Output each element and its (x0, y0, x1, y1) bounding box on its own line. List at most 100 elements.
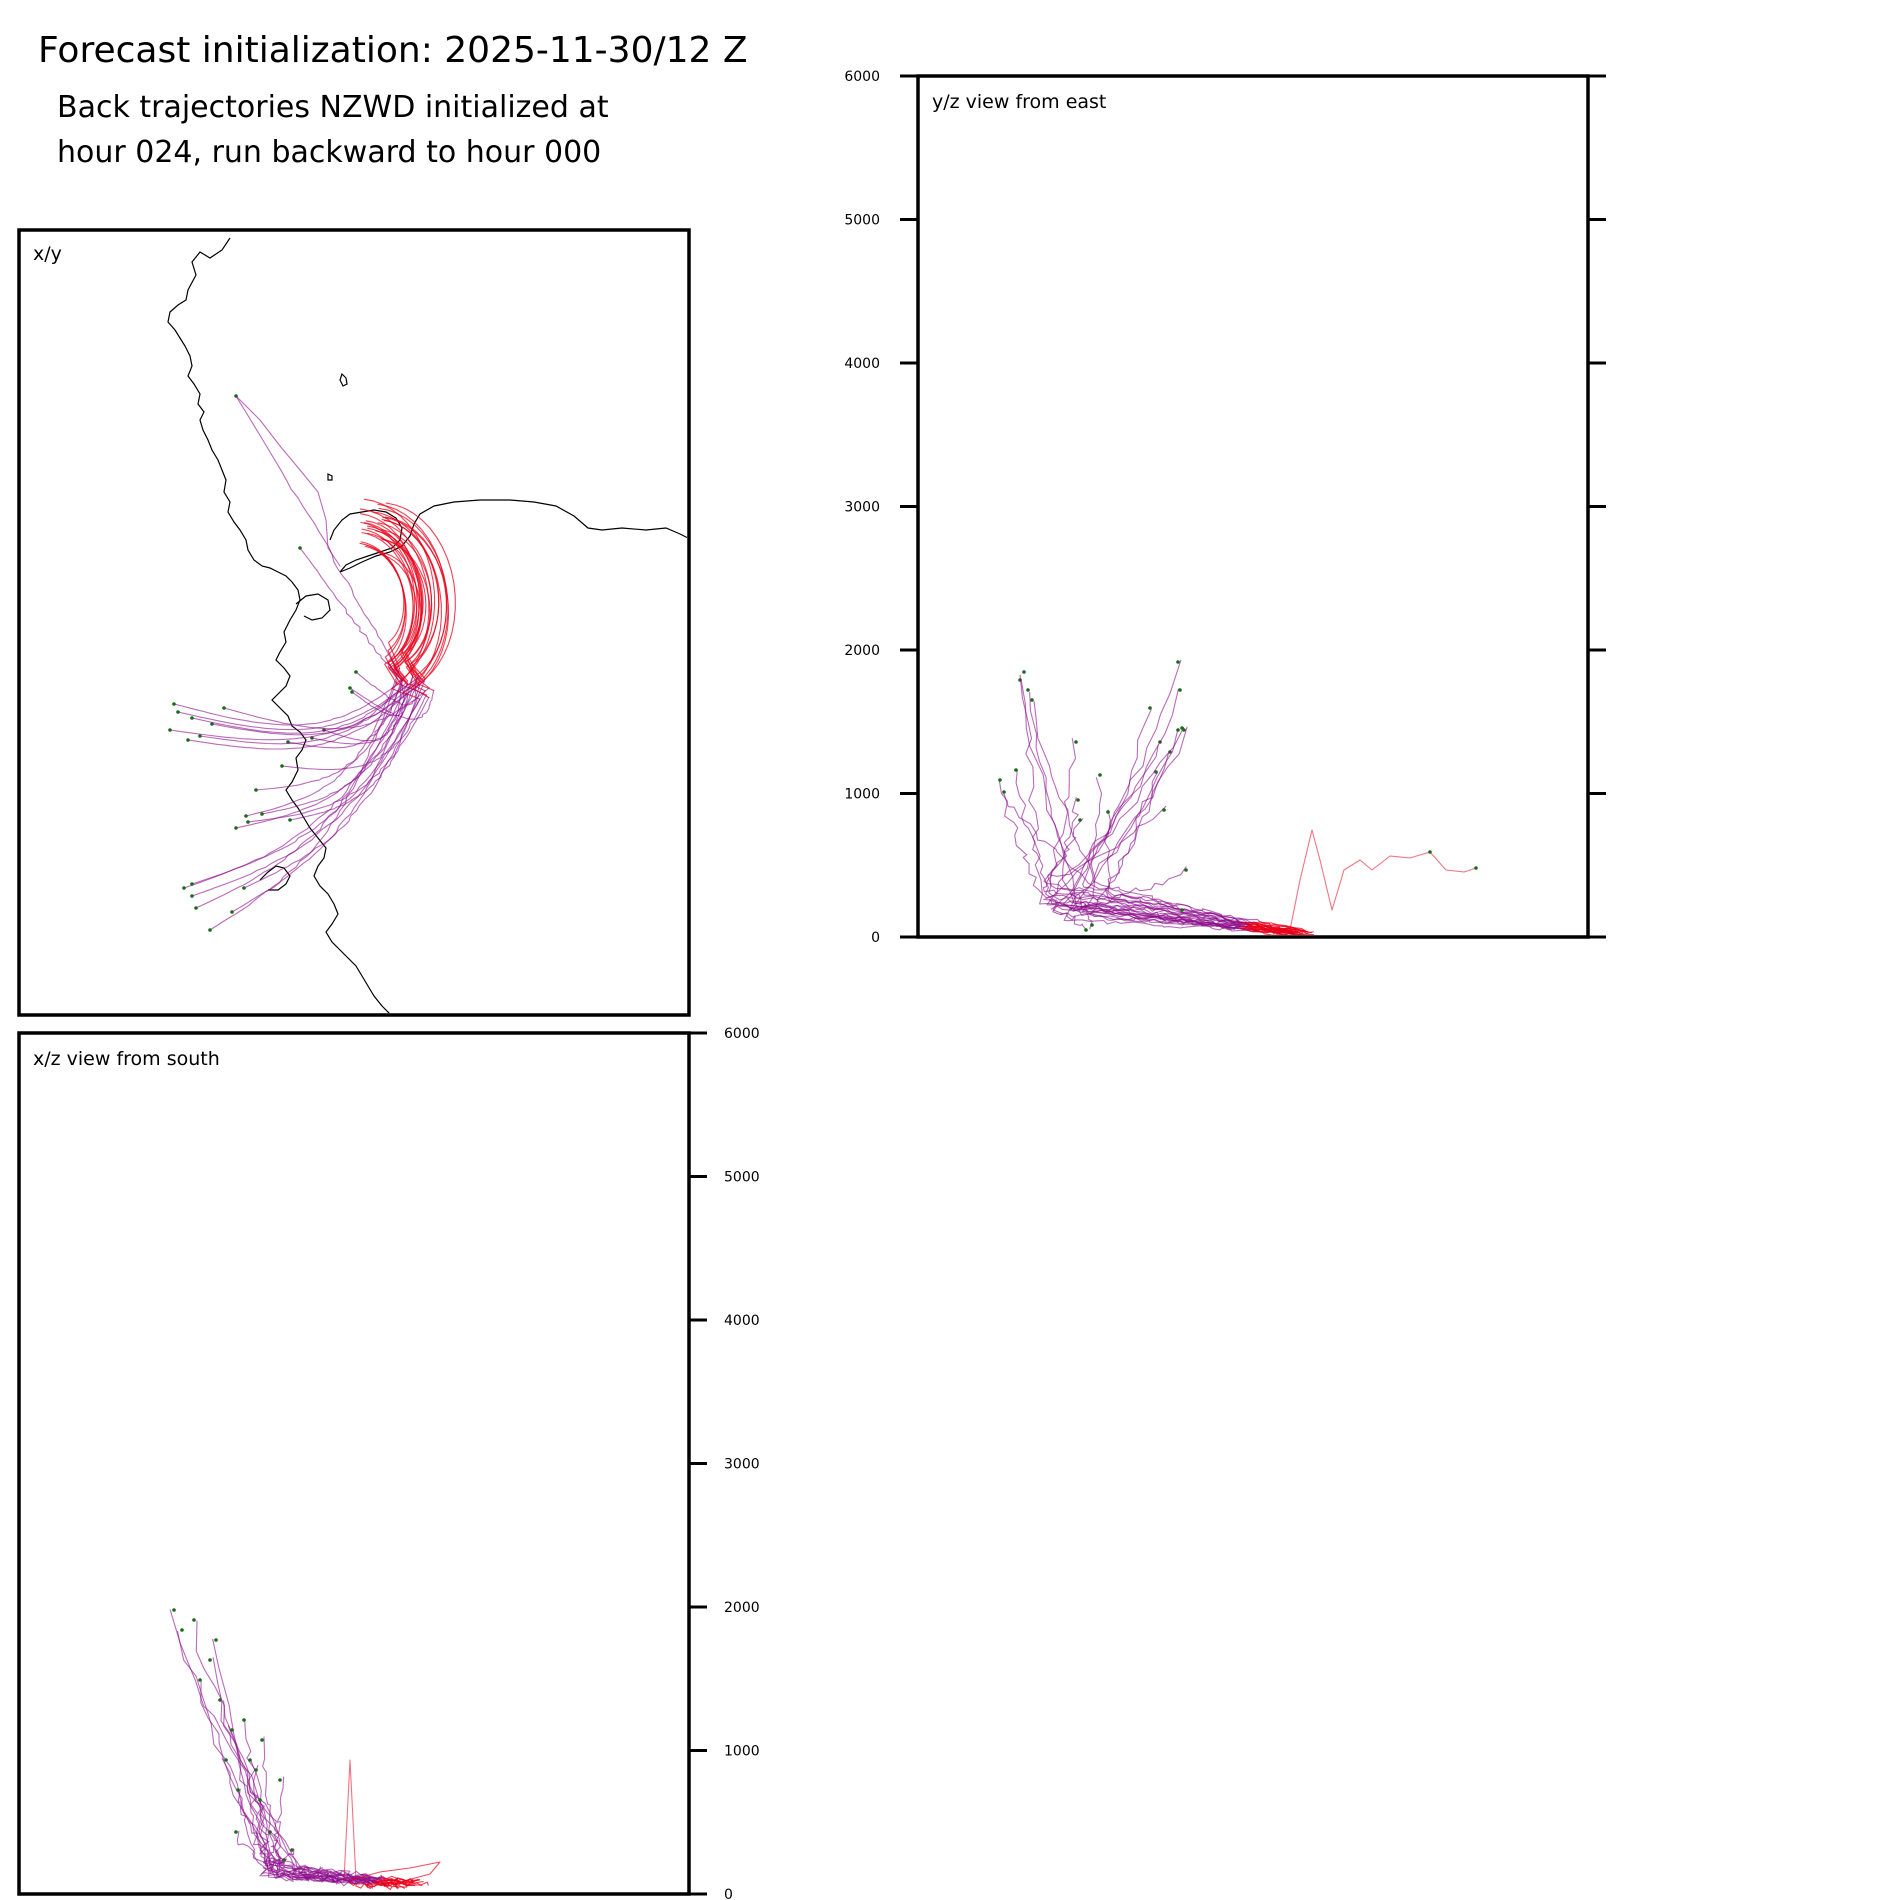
start-marker (248, 1758, 252, 1762)
start-marker (246, 820, 250, 824)
panel-xz-label: x/z view from south (33, 1048, 220, 1070)
ytick-label: 3000 (724, 1457, 760, 1473)
xz-axis: 0 1000 2000 3000 4000 5000 6000 (689, 1026, 760, 1900)
start-marker (258, 1798, 262, 1802)
start-marker (1106, 810, 1110, 814)
start-marker (180, 1628, 184, 1632)
trajectory-recent (385, 502, 456, 691)
start-marker (1026, 688, 1030, 692)
start-marker (254, 788, 258, 792)
trajectory (199, 680, 409, 745)
ytick-label: 6000 (844, 69, 880, 85)
trajectory-recent (359, 513, 421, 682)
start-marker (298, 546, 302, 550)
start-marker (176, 710, 180, 714)
figure-title: Forecast initialization: 2025-11-30/12 Z (38, 30, 748, 71)
start-marker (172, 702, 176, 706)
start-marker (1002, 790, 1006, 794)
ytick-label: 1000 (724, 1744, 760, 1760)
start-marker (1098, 773, 1102, 777)
start-marker (350, 690, 354, 694)
start-marker (208, 1658, 212, 1662)
trajectory (261, 674, 419, 815)
ytick-label: 2000 (844, 643, 880, 659)
ytick-label: 4000 (844, 356, 880, 372)
start-marker (1176, 660, 1180, 664)
start-marker (242, 1718, 246, 1722)
start-marker (1428, 850, 1432, 854)
trajectory (349, 687, 435, 720)
panel-xz-frame (17, 1031, 691, 1896)
start-marker (290, 1848, 294, 1852)
coastline-south-spit (259, 865, 291, 891)
panel-xy: x/y (17, 228, 691, 1017)
trajectory (1070, 892, 1253, 930)
start-marker (168, 728, 172, 732)
start-marker (244, 814, 248, 818)
figure-titles: Forecast initialization: 2025-11-30/12 Z… (0, 0, 800, 200)
trajectory (355, 671, 417, 706)
trajectory (223, 687, 430, 730)
ytick-label: 5000 (724, 1170, 760, 1186)
start-marker (286, 740, 290, 744)
trajectory-recent (384, 516, 447, 689)
figure-subtitle-line2: hour 024, run backward to hour 000 (57, 135, 602, 170)
start-marker (1182, 728, 1186, 732)
ytick-label: 0 (871, 930, 880, 946)
start-marker (260, 1738, 264, 1742)
start-marker (1176, 728, 1180, 732)
ytick-label: 6000 (724, 1026, 760, 1042)
coastline-bay (295, 593, 331, 621)
panel-yz-label: y/z view from east (932, 91, 1106, 113)
trajectory-recent (1244, 925, 1301, 934)
start-marker (190, 894, 194, 898)
start-marker (208, 928, 212, 932)
start-marker (1076, 798, 1080, 802)
trajectory (262, 1736, 383, 1882)
xy-trajectories (168, 394, 456, 932)
start-marker (1074, 740, 1078, 744)
yz-axis: 0 1000 2000 3000 4000 5000 6000 (844, 69, 1606, 946)
start-marker (224, 1758, 228, 1762)
panel-xy-frame (17, 228, 691, 1017)
start-marker (242, 886, 246, 890)
trajectory (1063, 726, 1251, 932)
trajectory (235, 395, 341, 567)
start-marker (192, 1618, 196, 1622)
trajectory-recent (363, 1882, 393, 1891)
coastline (167, 237, 687, 1013)
trajectory (191, 683, 410, 734)
trajectory-recent (364, 545, 406, 676)
start-marker (230, 1728, 234, 1732)
trajectory-recent (1249, 927, 1304, 934)
start-marker (190, 716, 194, 720)
coastline-island-1 (339, 372, 348, 387)
panel-yz-frame (916, 74, 1590, 939)
trajectory-recent (1240, 928, 1289, 935)
start-marker (1084, 928, 1088, 932)
start-marker (182, 886, 186, 890)
trajectory (299, 547, 404, 682)
trajectory (1046, 727, 1241, 928)
figure-subtitle-line1: Back trajectories NZWD initialized at (57, 90, 609, 125)
start-marker (354, 670, 358, 674)
trajectory (323, 683, 402, 742)
trajectory (1052, 688, 1247, 929)
ytick-label: 5000 (844, 213, 880, 229)
start-marker (1148, 706, 1152, 710)
trajectory (236, 1830, 383, 1883)
start-marker (1090, 923, 1094, 927)
trajectory (287, 679, 402, 749)
start-marker (234, 826, 238, 830)
start-marker (260, 812, 264, 816)
trajectory-recent (381, 1875, 408, 1885)
start-marker (1474, 866, 1478, 870)
trajectory-recent (1246, 924, 1306, 932)
trajectory-recent (380, 529, 433, 680)
trajectory (177, 684, 409, 731)
start-marker (230, 910, 234, 914)
panel-yz: 0 1000 2000 3000 4000 5000 6000 y/z view from … (844, 69, 1606, 946)
start-marker (198, 1678, 202, 1682)
start-marker (214, 1638, 218, 1642)
trajectory-recent (380, 538, 431, 687)
